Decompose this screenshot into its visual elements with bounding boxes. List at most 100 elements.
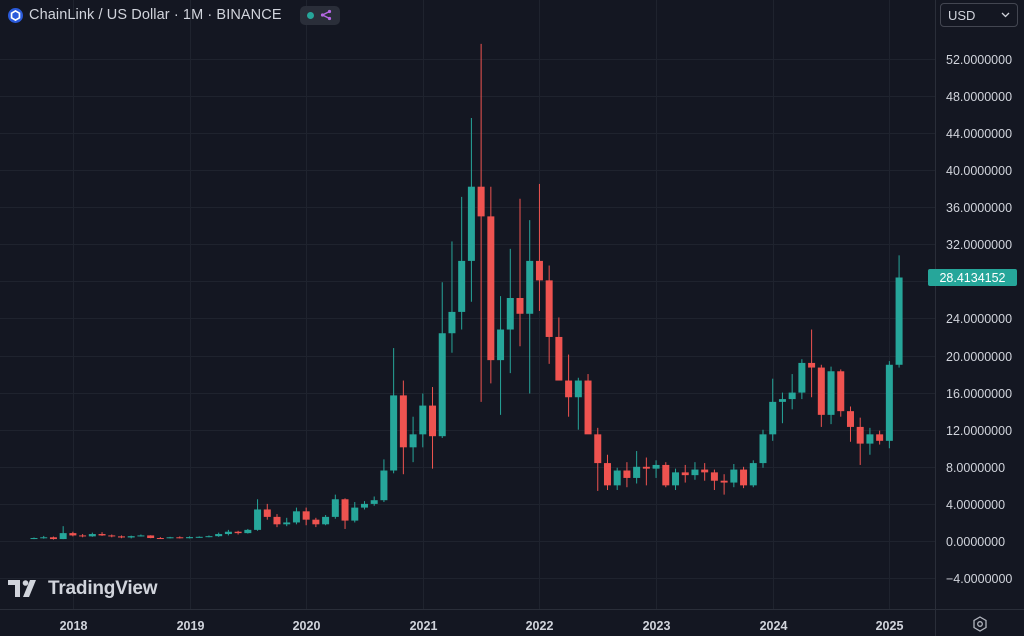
currency-dropdown[interactable]: USD bbox=[940, 3, 1018, 27]
candle-body bbox=[59, 533, 67, 540]
y-tick-label: 0.0000000 bbox=[946, 535, 1005, 549]
x-tick-label: 2021 bbox=[410, 619, 438, 633]
candle-body bbox=[846, 411, 854, 427]
candle bbox=[30, 537, 38, 540]
settings-gear-icon[interactable] bbox=[972, 616, 988, 632]
candle bbox=[769, 378, 777, 441]
candle-body bbox=[497, 329, 505, 361]
candle-body bbox=[662, 464, 670, 486]
candle bbox=[419, 393, 427, 448]
candle bbox=[642, 457, 650, 486]
candle bbox=[370, 496, 378, 506]
candle bbox=[565, 354, 573, 417]
price-axis: −4.0000000 0.0000000 4.0000000 8.0000000 12.… bbox=[946, 53, 1012, 586]
candle bbox=[681, 464, 689, 483]
candle-body bbox=[691, 469, 699, 476]
candle bbox=[603, 454, 611, 490]
candle-body bbox=[769, 401, 777, 435]
tradingview-logo-icon bbox=[8, 580, 36, 597]
candle-body bbox=[351, 507, 359, 521]
y-tick-label: 52.0000000 bbox=[946, 53, 1012, 67]
candle-body bbox=[195, 536, 203, 538]
candle-body bbox=[623, 470, 631, 478]
candle-body bbox=[808, 362, 816, 368]
candle bbox=[40, 535, 48, 539]
candle-body bbox=[234, 531, 242, 534]
x-tick-label: 2022 bbox=[526, 619, 554, 633]
candle bbox=[390, 348, 398, 474]
symbol-title[interactable]: ChainLink / US Dollar · 1M · BINANCE bbox=[29, 7, 282, 23]
candle bbox=[885, 361, 893, 449]
candle bbox=[292, 507, 300, 525]
candle bbox=[380, 459, 388, 503]
x-tick-label: 2019 bbox=[177, 619, 205, 633]
candle bbox=[69, 531, 77, 537]
candle-body bbox=[759, 434, 767, 464]
y-tick-label: 20.0000000 bbox=[946, 350, 1012, 364]
tradingview-wordmark: TradingView bbox=[48, 578, 158, 599]
candle-body bbox=[885, 364, 893, 441]
candle bbox=[108, 534, 116, 538]
candle-body bbox=[399, 395, 407, 448]
candle bbox=[837, 369, 845, 417]
candle-body bbox=[730, 469, 738, 483]
candle-body bbox=[817, 367, 825, 415]
candle-body bbox=[827, 371, 835, 415]
candle bbox=[720, 474, 728, 495]
candle bbox=[808, 329, 816, 398]
candle bbox=[798, 359, 806, 400]
candle-body bbox=[555, 336, 563, 381]
tradingview-logo[interactable]: TradingView bbox=[8, 578, 158, 600]
candle-body bbox=[283, 522, 291, 525]
x-tick-label: 2025 bbox=[876, 619, 904, 633]
candle bbox=[399, 380, 407, 475]
candle bbox=[691, 462, 699, 480]
last-price-marker: 28.4134152 bbox=[928, 268, 1017, 286]
candle bbox=[895, 255, 903, 368]
candle bbox=[749, 460, 757, 488]
candle bbox=[156, 537, 164, 540]
candle bbox=[633, 451, 641, 484]
candle bbox=[438, 282, 446, 439]
candle-body bbox=[652, 464, 660, 469]
candle-body bbox=[837, 371, 845, 412]
y-tick-label: 16.0000000 bbox=[946, 387, 1012, 401]
candle-body bbox=[749, 463, 757, 486]
candle-body bbox=[448, 311, 456, 334]
candle-body bbox=[866, 434, 874, 444]
candle-body bbox=[584, 380, 592, 435]
candle-body bbox=[224, 531, 232, 535]
candle-body bbox=[438, 333, 446, 437]
candle bbox=[701, 463, 709, 481]
candle bbox=[127, 535, 135, 539]
candle-body bbox=[166, 537, 174, 539]
candle bbox=[176, 536, 184, 539]
candle-body bbox=[215, 534, 223, 537]
candle bbox=[788, 374, 796, 410]
candle bbox=[778, 392, 786, 424]
candle bbox=[283, 517, 291, 527]
candle-body bbox=[254, 509, 262, 530]
candle-body bbox=[117, 536, 125, 538]
candle-body bbox=[49, 537, 57, 540]
candle-body bbox=[108, 535, 116, 537]
candle bbox=[215, 532, 223, 537]
candle-body bbox=[292, 511, 300, 523]
y-tick-label: 44.0000000 bbox=[946, 127, 1012, 141]
candle bbox=[341, 498, 349, 529]
candle bbox=[487, 186, 495, 384]
candle bbox=[195, 536, 203, 538]
candle-body bbox=[98, 534, 106, 536]
candle bbox=[594, 427, 602, 491]
candle bbox=[740, 466, 748, 489]
candle-body bbox=[360, 503, 368, 508]
candle bbox=[555, 317, 563, 381]
candle-body bbox=[88, 534, 96, 537]
candle-body bbox=[186, 537, 194, 539]
grid bbox=[0, 0, 935, 609]
candle-body bbox=[302, 511, 310, 520]
candle bbox=[584, 374, 592, 435]
market-status-pill[interactable] bbox=[299, 5, 340, 25]
candle bbox=[545, 265, 553, 364]
